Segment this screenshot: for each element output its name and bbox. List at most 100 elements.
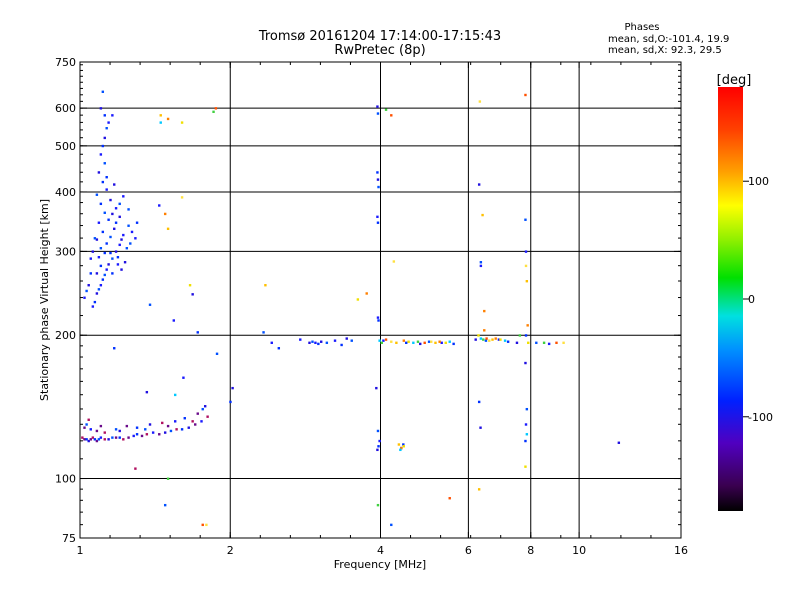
o-mode-point [277, 347, 281, 350]
o-mode-point [103, 431, 106, 434]
data-points [81, 90, 621, 527]
o-mode-point [535, 341, 538, 345]
x-mode-point [518, 334, 522, 337]
o-mode-point [97, 171, 101, 174]
o-mode-point [103, 251, 106, 255]
x-mode-point [205, 523, 208, 527]
o-mode-point [506, 340, 510, 343]
x-mode-point [264, 284, 267, 287]
o-mode-point [122, 195, 125, 198]
o-mode-point [325, 341, 329, 345]
o-mode-point [105, 268, 108, 271]
o-mode-point [103, 211, 106, 214]
x-mode-point [448, 497, 451, 500]
o-mode-point [103, 136, 106, 140]
x-mode-point [384, 108, 388, 111]
x-mode-point [392, 260, 396, 263]
x-mode-point [499, 338, 502, 341]
o-mode-point [376, 171, 379, 174]
o-mode-point [497, 338, 501, 341]
x-mode-point [166, 227, 170, 231]
x-mode-point [481, 213, 484, 217]
info-o-stats: mean, sd,O:-101.4, 19.9 [608, 34, 729, 45]
x-mode-point [390, 114, 393, 117]
o-mode-point [158, 204, 161, 207]
o-mode-point [101, 230, 105, 234]
o-mode-point [524, 250, 528, 253]
x-mode-point [166, 117, 170, 121]
x-mode-point [365, 292, 368, 295]
o-mode-point [99, 202, 103, 206]
o-mode-point [158, 433, 161, 436]
o-mode-point [376, 316, 380, 319]
o-mode-point [105, 188, 108, 191]
o-mode-point [103, 162, 106, 165]
y-tick-label: 100 [55, 473, 76, 486]
y-tick-label: 200 [55, 329, 76, 342]
x-mode-point [166, 477, 170, 480]
o-mode-point [515, 341, 519, 345]
o-mode-point [145, 390, 149, 394]
x-mode-point [201, 523, 204, 527]
o-mode-point [116, 256, 120, 259]
o-mode-point [524, 439, 527, 443]
o-mode-point [187, 426, 190, 429]
o-mode-point [173, 420, 177, 423]
x-mode-point [448, 340, 451, 343]
y-tick-label: 400 [55, 186, 76, 199]
y-tick-label: 500 [55, 140, 76, 153]
y-tick-label: 300 [55, 245, 76, 258]
x-mode-point [159, 121, 162, 124]
o-mode-point [333, 339, 337, 342]
o-mode-point [95, 238, 99, 241]
o-mode-point [320, 340, 323, 343]
o-mode-point [134, 237, 137, 240]
colorbar-label: [deg] [717, 73, 752, 88]
o-mode-point [105, 127, 108, 130]
o-mode-point [311, 340, 314, 343]
o-mode-point [135, 433, 139, 436]
x-mode-point [400, 446, 403, 450]
x-mode-point [503, 339, 507, 342]
o-mode-point [103, 273, 106, 277]
o-mode-point [525, 407, 529, 411]
x-mode-point [438, 340, 441, 343]
o-mode-point [114, 207, 118, 210]
o-mode-point [231, 386, 234, 390]
o-mode-point [196, 412, 199, 415]
x-mode-point [412, 341, 415, 345]
o-mode-point [524, 361, 527, 365]
o-mode-point [120, 268, 123, 271]
o-mode-point [151, 431, 155, 434]
x-mode-point [562, 341, 565, 345]
o-mode-point [120, 238, 123, 241]
colorbar-ticks: 100 0 -100 [743, 175, 773, 424]
x-mode-point [488, 339, 491, 342]
o-mode-point [377, 445, 380, 448]
o-mode-point [118, 436, 121, 439]
x-mode-point [477, 488, 481, 491]
o-mode-point [83, 438, 86, 441]
o-mode-point [135, 221, 139, 224]
o-mode-point [122, 438, 125, 441]
o-mode-point [617, 441, 621, 444]
o-mode-point [107, 263, 110, 266]
o-mode-point [163, 503, 167, 507]
x-mode-point [524, 264, 528, 268]
x-mode-point [526, 324, 529, 327]
o-mode-point [111, 212, 114, 216]
o-mode-point [440, 341, 443, 345]
o-mode-point [127, 436, 130, 439]
x-tick-label: 16 [674, 544, 688, 557]
o-mode-point [479, 261, 483, 264]
x-tick-label: 6 [465, 544, 472, 557]
o-mode-point [118, 215, 121, 219]
o-mode-point [105, 242, 108, 245]
o-mode-point [114, 428, 118, 431]
o-mode-point [479, 264, 483, 268]
o-mode-point [547, 342, 551, 346]
o-mode-point [377, 185, 380, 189]
x-mode-point [384, 338, 388, 341]
o-mode-point [109, 198, 112, 202]
o-mode-point [376, 105, 379, 108]
